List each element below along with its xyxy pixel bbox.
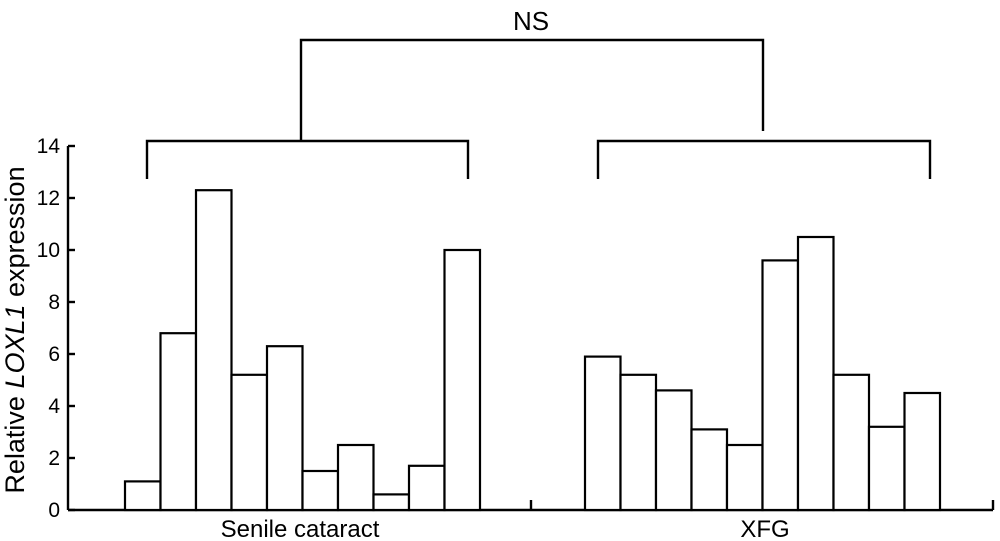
bar (690, 428, 729, 512)
y-tick-label: 4 (48, 395, 60, 418)
bar (619, 373, 658, 512)
bar (336, 443, 375, 512)
bracket-comparison (299, 38, 765, 141)
bar (407, 464, 446, 512)
bar (654, 389, 693, 512)
bar (230, 373, 269, 512)
bar (583, 355, 622, 512)
y-tick-label: 14 (37, 135, 61, 158)
significance-label: NS (513, 6, 549, 36)
y-axis-title-gene: LOXL1 (0, 304, 30, 388)
bar (443, 248, 482, 512)
significance-brackets (145, 38, 932, 179)
bars (123, 189, 942, 512)
y-tick-label: 12 (37, 187, 60, 210)
y-tick-label: 8 (48, 291, 60, 314)
bar (265, 345, 304, 512)
group-label-xfg: XFG (740, 516, 789, 541)
bar (301, 469, 340, 512)
bar (194, 189, 233, 512)
bracket-senile-cataract (145, 139, 470, 179)
y-axis-title-part-1: Relative (0, 389, 30, 494)
y-axis-title-part-3: expression (0, 166, 30, 304)
y-tick-label: 10 (37, 239, 60, 262)
bar (372, 493, 411, 512)
bar (903, 391, 942, 512)
bar (832, 373, 871, 512)
bar (725, 443, 764, 512)
bar (159, 332, 198, 512)
group-label-senile-cataract: Senile cataract (221, 516, 380, 541)
y-axis-title: Relative LOXL1 expression (0, 166, 30, 493)
y-tick-label: 6 (48, 343, 60, 366)
bracket-xfg (596, 139, 932, 179)
y-tick-label: 2 (48, 447, 60, 470)
y-tick-label: 0 (48, 499, 60, 522)
bar (796, 235, 835, 512)
bar (123, 480, 162, 512)
bar (867, 425, 906, 512)
bar (761, 259, 800, 512)
